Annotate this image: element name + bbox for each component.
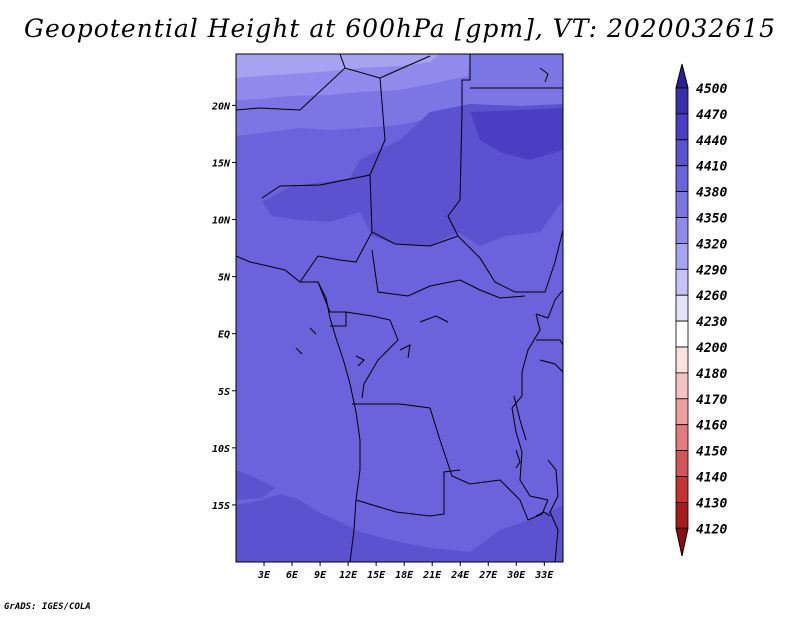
x-tick-label: 3E bbox=[257, 570, 271, 581]
coastlines-and-borders bbox=[236, 54, 563, 562]
x-axis: 3E 6E 9E 12E 15E 18E 21E 24E 27E 30E 33E bbox=[257, 562, 554, 581]
x-tick-label: 12E bbox=[339, 570, 358, 581]
x-tick-label: 21E bbox=[422, 570, 442, 581]
colorbar-label: 4470 bbox=[696, 108, 727, 123]
y-axis: 20N 15N 10N 5N EQ 5S 10S 15S bbox=[211, 101, 236, 512]
x-tick-label: 24E bbox=[450, 570, 470, 581]
colorbar-label: 4180 bbox=[696, 367, 727, 382]
colorbar-label: 4230 bbox=[696, 315, 727, 330]
map-title: Geopotential Height at 600hPa [gpm], VT:… bbox=[23, 14, 777, 43]
x-tick-label: 15E bbox=[367, 570, 386, 581]
y-tick-label: 5S bbox=[218, 387, 230, 398]
x-tick-label: 18E bbox=[395, 570, 414, 581]
colorbar-segment bbox=[675, 268, 689, 296]
x-tick-label: 9E bbox=[314, 570, 327, 581]
colorbar-segment bbox=[675, 476, 689, 503]
map-frame bbox=[235, 53, 564, 563]
colorbar-segment bbox=[675, 113, 689, 141]
y-tick-label: 15S bbox=[212, 501, 230, 512]
colorbar-label: 4290 bbox=[696, 263, 727, 278]
colorbar-segment bbox=[675, 242, 689, 270]
colorbar-label: 4380 bbox=[696, 186, 727, 201]
height-field bbox=[236, 54, 563, 562]
colorbar-segment bbox=[675, 346, 689, 374]
colorbar-label: 4150 bbox=[696, 445, 727, 460]
colorbar-segment bbox=[675, 294, 689, 322]
colorbar-label: 4120 bbox=[696, 522, 727, 537]
field-4410-southwest bbox=[236, 470, 275, 500]
colorbar-segment bbox=[675, 372, 689, 400]
colorbar-label: 4410 bbox=[696, 160, 727, 175]
colorbar: 4500 4470 4440 4410 4380 4350 4320 4290 4260 4230… bbox=[675, 63, 727, 557]
colorbar-label: 4320 bbox=[696, 237, 727, 252]
colorbar-bottom-arrow bbox=[675, 527, 689, 557]
colorbar-label: 4200 bbox=[696, 341, 727, 356]
colorbar-segment bbox=[675, 501, 689, 529]
field-4290-north bbox=[236, 54, 440, 78]
colorbar-top-arrow bbox=[675, 63, 689, 89]
colorbar-label: 4140 bbox=[696, 471, 727, 486]
colorbar-label: 4260 bbox=[696, 289, 727, 304]
colorbar-segment bbox=[675, 139, 689, 167]
colorbar-segment bbox=[675, 191, 689, 218]
colorbar-label: 4160 bbox=[696, 419, 727, 434]
y-tick-label: 20N bbox=[211, 101, 231, 112]
x-tick-label: 27E bbox=[478, 570, 498, 581]
colorbar-segment bbox=[675, 217, 689, 244]
field-4410-south bbox=[236, 494, 563, 562]
colorbar-label: 4130 bbox=[696, 496, 727, 511]
y-tick-label: 10N bbox=[212, 216, 231, 227]
x-tick-label: 6E bbox=[286, 570, 299, 581]
y-tick-label: EQ bbox=[218, 330, 230, 341]
colorbar-label: 4500 bbox=[696, 82, 727, 97]
colorbar-label: 4170 bbox=[696, 393, 727, 408]
colorbar-label: 4440 bbox=[696, 134, 727, 149]
field-4440-sahel bbox=[470, 108, 563, 160]
y-tick-label: 15N bbox=[212, 158, 231, 169]
y-tick-label: 10S bbox=[212, 444, 230, 455]
colorbar-segment bbox=[675, 450, 689, 477]
x-tick-label: 33E bbox=[534, 570, 554, 581]
y-tick-label: 5N bbox=[218, 273, 231, 284]
grads-credit: GrADS: IGES/COLA bbox=[4, 602, 91, 612]
colorbar-segment bbox=[675, 165, 689, 192]
colorbar-segment bbox=[675, 87, 689, 115]
colorbar-segment bbox=[675, 398, 689, 426]
colorbar-segment bbox=[675, 320, 689, 348]
x-tick-label: 30E bbox=[506, 570, 526, 581]
colorbar-label: 4350 bbox=[696, 212, 727, 227]
colorbar-segment bbox=[675, 424, 689, 452]
